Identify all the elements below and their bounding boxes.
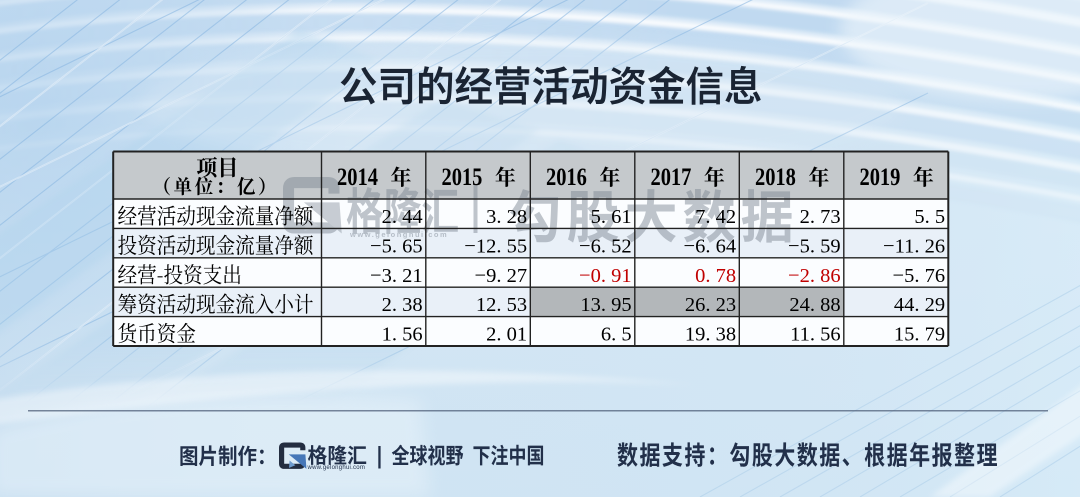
svg-text:7. 42: 7. 42 bbox=[695, 206, 736, 228]
svg-text:2. 01: 2. 01 bbox=[486, 324, 527, 346]
svg-text:2. 38: 2. 38 bbox=[382, 294, 423, 316]
svg-text:19. 38: 19. 38 bbox=[685, 324, 736, 346]
svg-text:−12. 55: −12. 55 bbox=[464, 235, 527, 257]
svg-text:2017: 2017 bbox=[650, 163, 691, 192]
svg-text:−3. 21: −3. 21 bbox=[370, 265, 423, 287]
svg-text:2019: 2019 bbox=[859, 163, 900, 192]
svg-text:2018: 2018 bbox=[755, 163, 796, 192]
svg-text:−6. 64: −6. 64 bbox=[684, 235, 737, 257]
svg-text:13. 95: 13. 95 bbox=[580, 294, 631, 316]
svg-text:−9. 27: −9. 27 bbox=[475, 265, 528, 287]
svg-text:11. 56: 11. 56 bbox=[790, 324, 841, 346]
svg-text:−0. 91: −0. 91 bbox=[579, 265, 632, 287]
svg-text:2. 73: 2. 73 bbox=[800, 206, 841, 228]
svg-text:−5. 76: −5. 76 bbox=[893, 265, 946, 287]
svg-text:−5. 65: −5. 65 bbox=[370, 235, 423, 257]
svg-text:24. 88: 24. 88 bbox=[789, 294, 840, 316]
svg-text:www.gelonghui.com: www.gelonghui.com bbox=[307, 465, 366, 471]
svg-text:www.gelonghui.com: www.gelonghui.com bbox=[349, 230, 448, 239]
svg-text:2015: 2015 bbox=[441, 163, 482, 192]
svg-text:26. 23: 26. 23 bbox=[685, 294, 736, 316]
svg-text:−5. 59: −5. 59 bbox=[788, 235, 841, 257]
svg-text:2014: 2014 bbox=[337, 163, 378, 192]
svg-text:0. 78: 0. 78 bbox=[695, 265, 736, 287]
svg-text:15. 79: 15. 79 bbox=[894, 324, 945, 346]
svg-text:1. 56: 1. 56 bbox=[382, 324, 423, 346]
svg-text:3. 28: 3. 28 bbox=[486, 206, 527, 228]
svg-text:−2. 86: −2. 86 bbox=[788, 265, 841, 287]
svg-text:2016: 2016 bbox=[546, 163, 587, 192]
svg-text:12. 53: 12. 53 bbox=[476, 294, 527, 316]
svg-text:5. 61: 5. 61 bbox=[591, 206, 632, 228]
svg-text:5. 5: 5. 5 bbox=[914, 206, 945, 228]
svg-text:2. 44: 2. 44 bbox=[382, 206, 423, 228]
svg-text:−6. 52: −6. 52 bbox=[579, 235, 632, 257]
svg-text:−11. 26: −11. 26 bbox=[883, 235, 945, 257]
svg-text:44. 29: 44. 29 bbox=[894, 294, 945, 316]
svg-text:6. 5: 6. 5 bbox=[601, 324, 632, 346]
